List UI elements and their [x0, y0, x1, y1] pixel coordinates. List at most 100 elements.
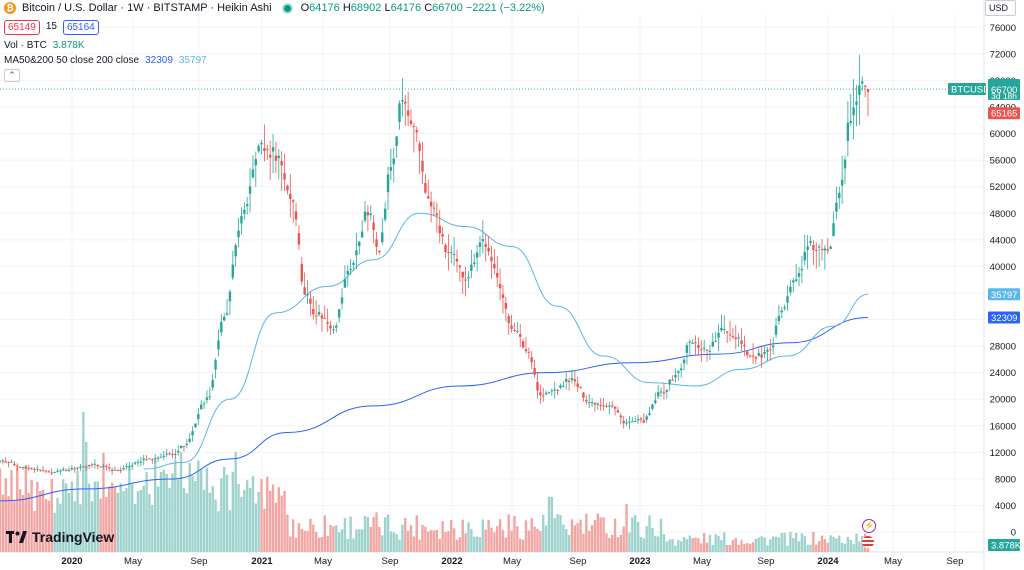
candle-body: [168, 453, 171, 455]
candle-body: [774, 325, 778, 335]
volume-bar: [343, 517, 347, 552]
candle-body: [208, 396, 212, 398]
candle-body: [409, 120, 413, 125]
candle-body: [337, 309, 341, 318]
volume-bar: [271, 484, 275, 552]
currency-selector[interactable]: USD: [985, 0, 1016, 16]
candle-body: [576, 383, 579, 387]
volume-bar: [694, 537, 697, 552]
spread: 15: [45, 21, 57, 32]
candle-body: [151, 459, 154, 461]
candle-body: [415, 130, 418, 133]
volume-bar: [427, 531, 430, 552]
volume-bar: [757, 537, 760, 552]
volume-bar: [297, 523, 301, 552]
candle-body: [404, 101, 407, 104]
candle-body: [700, 349, 703, 351]
y-tick-label: 20000: [990, 395, 1016, 406]
candle-body: [317, 311, 321, 315]
candle-body: [461, 271, 464, 278]
candle-body: [823, 248, 827, 251]
volume-bar: [840, 542, 844, 552]
volume-bar: [119, 483, 122, 552]
volume-bar: [553, 518, 556, 552]
candle-body: [386, 174, 390, 193]
candle-body: [13, 463, 16, 466]
candle-body: [579, 387, 582, 389]
volume-bar: [677, 539, 680, 552]
volume-bar: [320, 537, 324, 552]
candle-body: [280, 161, 283, 166]
candle-body: [748, 355, 752, 357]
event-lightning-icon[interactable]: ⚡: [862, 519, 876, 533]
candle-body: [199, 404, 203, 410]
ma-indicator-label[interactable]: MA50&200 50 close 200 close: [4, 54, 140, 66]
volume-bar: [510, 530, 513, 552]
symbol-title[interactable]: Bitcoin / U.S. Dollar · 1W · BITSTAMP · …: [22, 2, 272, 14]
candle-body: [484, 244, 487, 247]
candle-body: [817, 246, 821, 248]
candle-body: [194, 423, 197, 428]
candle-body: [36, 468, 39, 470]
volume-bar: [398, 539, 401, 552]
volume-bar: [335, 525, 338, 552]
candle-body: [240, 216, 243, 224]
volume-bar: [202, 489, 206, 552]
volume-bar: [228, 510, 232, 552]
volume-bar: [504, 537, 508, 552]
x-tick-label: Sep: [947, 556, 964, 567]
volume-bar: [743, 543, 746, 552]
event-us-flag-icon[interactable]: [862, 536, 874, 548]
volume-bar: [576, 523, 579, 552]
x-tick-label: Sep: [382, 556, 399, 567]
candle-body: [794, 279, 798, 281]
candle-body: [96, 464, 99, 467]
volume-bar: [154, 459, 157, 552]
volume-bar: [53, 512, 56, 552]
candle-body: [214, 360, 217, 370]
volume-bar: [823, 539, 827, 552]
candle-body: [838, 192, 841, 199]
candle-body: [369, 213, 372, 216]
x-tick-label: May: [314, 556, 332, 567]
buy-price-button[interactable]: 65164: [62, 19, 99, 35]
volume-bar: [251, 476, 255, 552]
candle-body: [343, 279, 347, 288]
candle-body: [99, 466, 102, 468]
collapse-legend-icon[interactable]: ⌃: [4, 68, 20, 82]
volume-bar: [599, 517, 602, 552]
candle-body: [766, 349, 769, 352]
candle-body: [392, 158, 395, 165]
volume-bar: [85, 442, 88, 552]
candle-body: [671, 379, 674, 381]
candle-body: [602, 405, 605, 407]
volume-bar: [487, 519, 490, 552]
volume-bar: [274, 502, 278, 552]
volume-bar: [99, 498, 102, 552]
volume-bar: [815, 544, 818, 552]
volume-bar: [360, 529, 364, 552]
volume-bar: [858, 541, 861, 552]
y-tick-label: 4000: [995, 501, 1016, 512]
volume-bar: [751, 542, 755, 552]
candle-body: [125, 466, 128, 468]
volume-bar: [817, 541, 821, 552]
volume-bar: [82, 412, 85, 552]
volume-bar: [309, 518, 312, 552]
candle-body: [133, 462, 137, 464]
candle-body: [427, 196, 430, 199]
volume-label[interactable]: Vol · BTC: [4, 39, 47, 51]
volume-bar: [27, 493, 30, 552]
ma-short-line: [143, 212, 869, 470]
candle-body: [145, 459, 148, 461]
candle-body: [513, 330, 516, 332]
volume-bar: [70, 481, 74, 552]
volume-bar: [363, 515, 367, 552]
volume-bar: [498, 519, 502, 552]
sell-price-button[interactable]: 65149: [4, 19, 40, 35]
candle-body: [375, 239, 378, 247]
volume-bar: [375, 512, 378, 552]
volume-bar: [389, 531, 393, 552]
candle-body: [21, 467, 25, 469]
